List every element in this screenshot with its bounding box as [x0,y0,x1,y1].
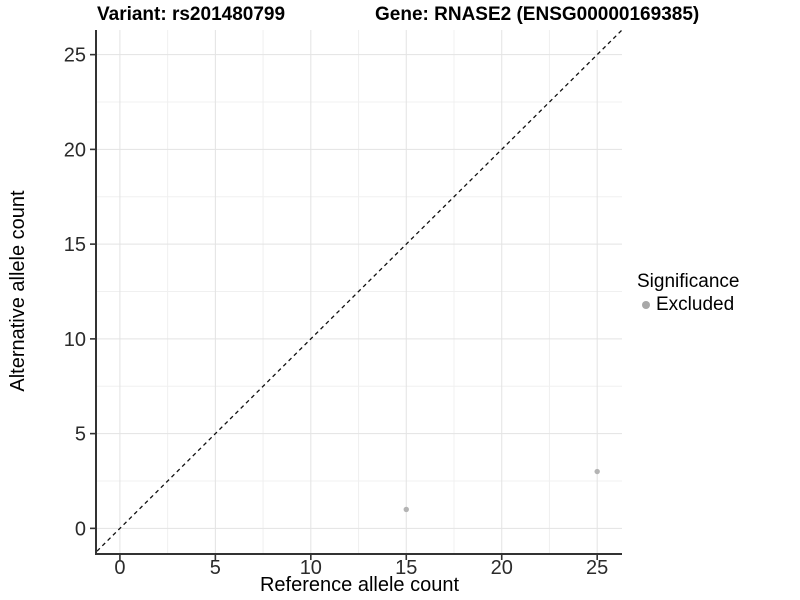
x-tick-label: 25 [586,557,608,579]
identity-line [97,30,622,552]
y-tick-label: 15 [64,234,86,256]
x-tick-label: 0 [114,557,125,579]
legend-title: Significance [637,271,740,292]
y-tick-label: 0 [75,518,86,540]
x-axis-label: Reference allele count [259,574,459,596]
legend-key-dot [642,301,650,309]
x-tick-label: 10 [300,557,322,579]
legend: Significance Excluded [637,271,739,316]
x-tick-label: 20 [491,557,513,579]
legend-item-excluded: Excluded [637,294,739,316]
y-tick-label: 20 [64,139,86,161]
legend-item-label: Excluded [656,294,735,315]
x-tick-label: 5 [210,557,221,579]
plot-title-variant: Variant: rs201480799 [97,4,286,25]
y-tick-label: 5 [75,424,86,446]
y-tick-label: 25 [64,45,86,67]
plot-title-gene: Gene: RNASE2 (ENSG00000169385) [375,4,700,25]
data-point [403,506,409,513]
y-tick-label: 10 [64,329,86,351]
data-point [594,468,600,475]
x-tick-label: 15 [395,557,417,579]
y-axis-label: Alternative allele count [7,190,29,392]
